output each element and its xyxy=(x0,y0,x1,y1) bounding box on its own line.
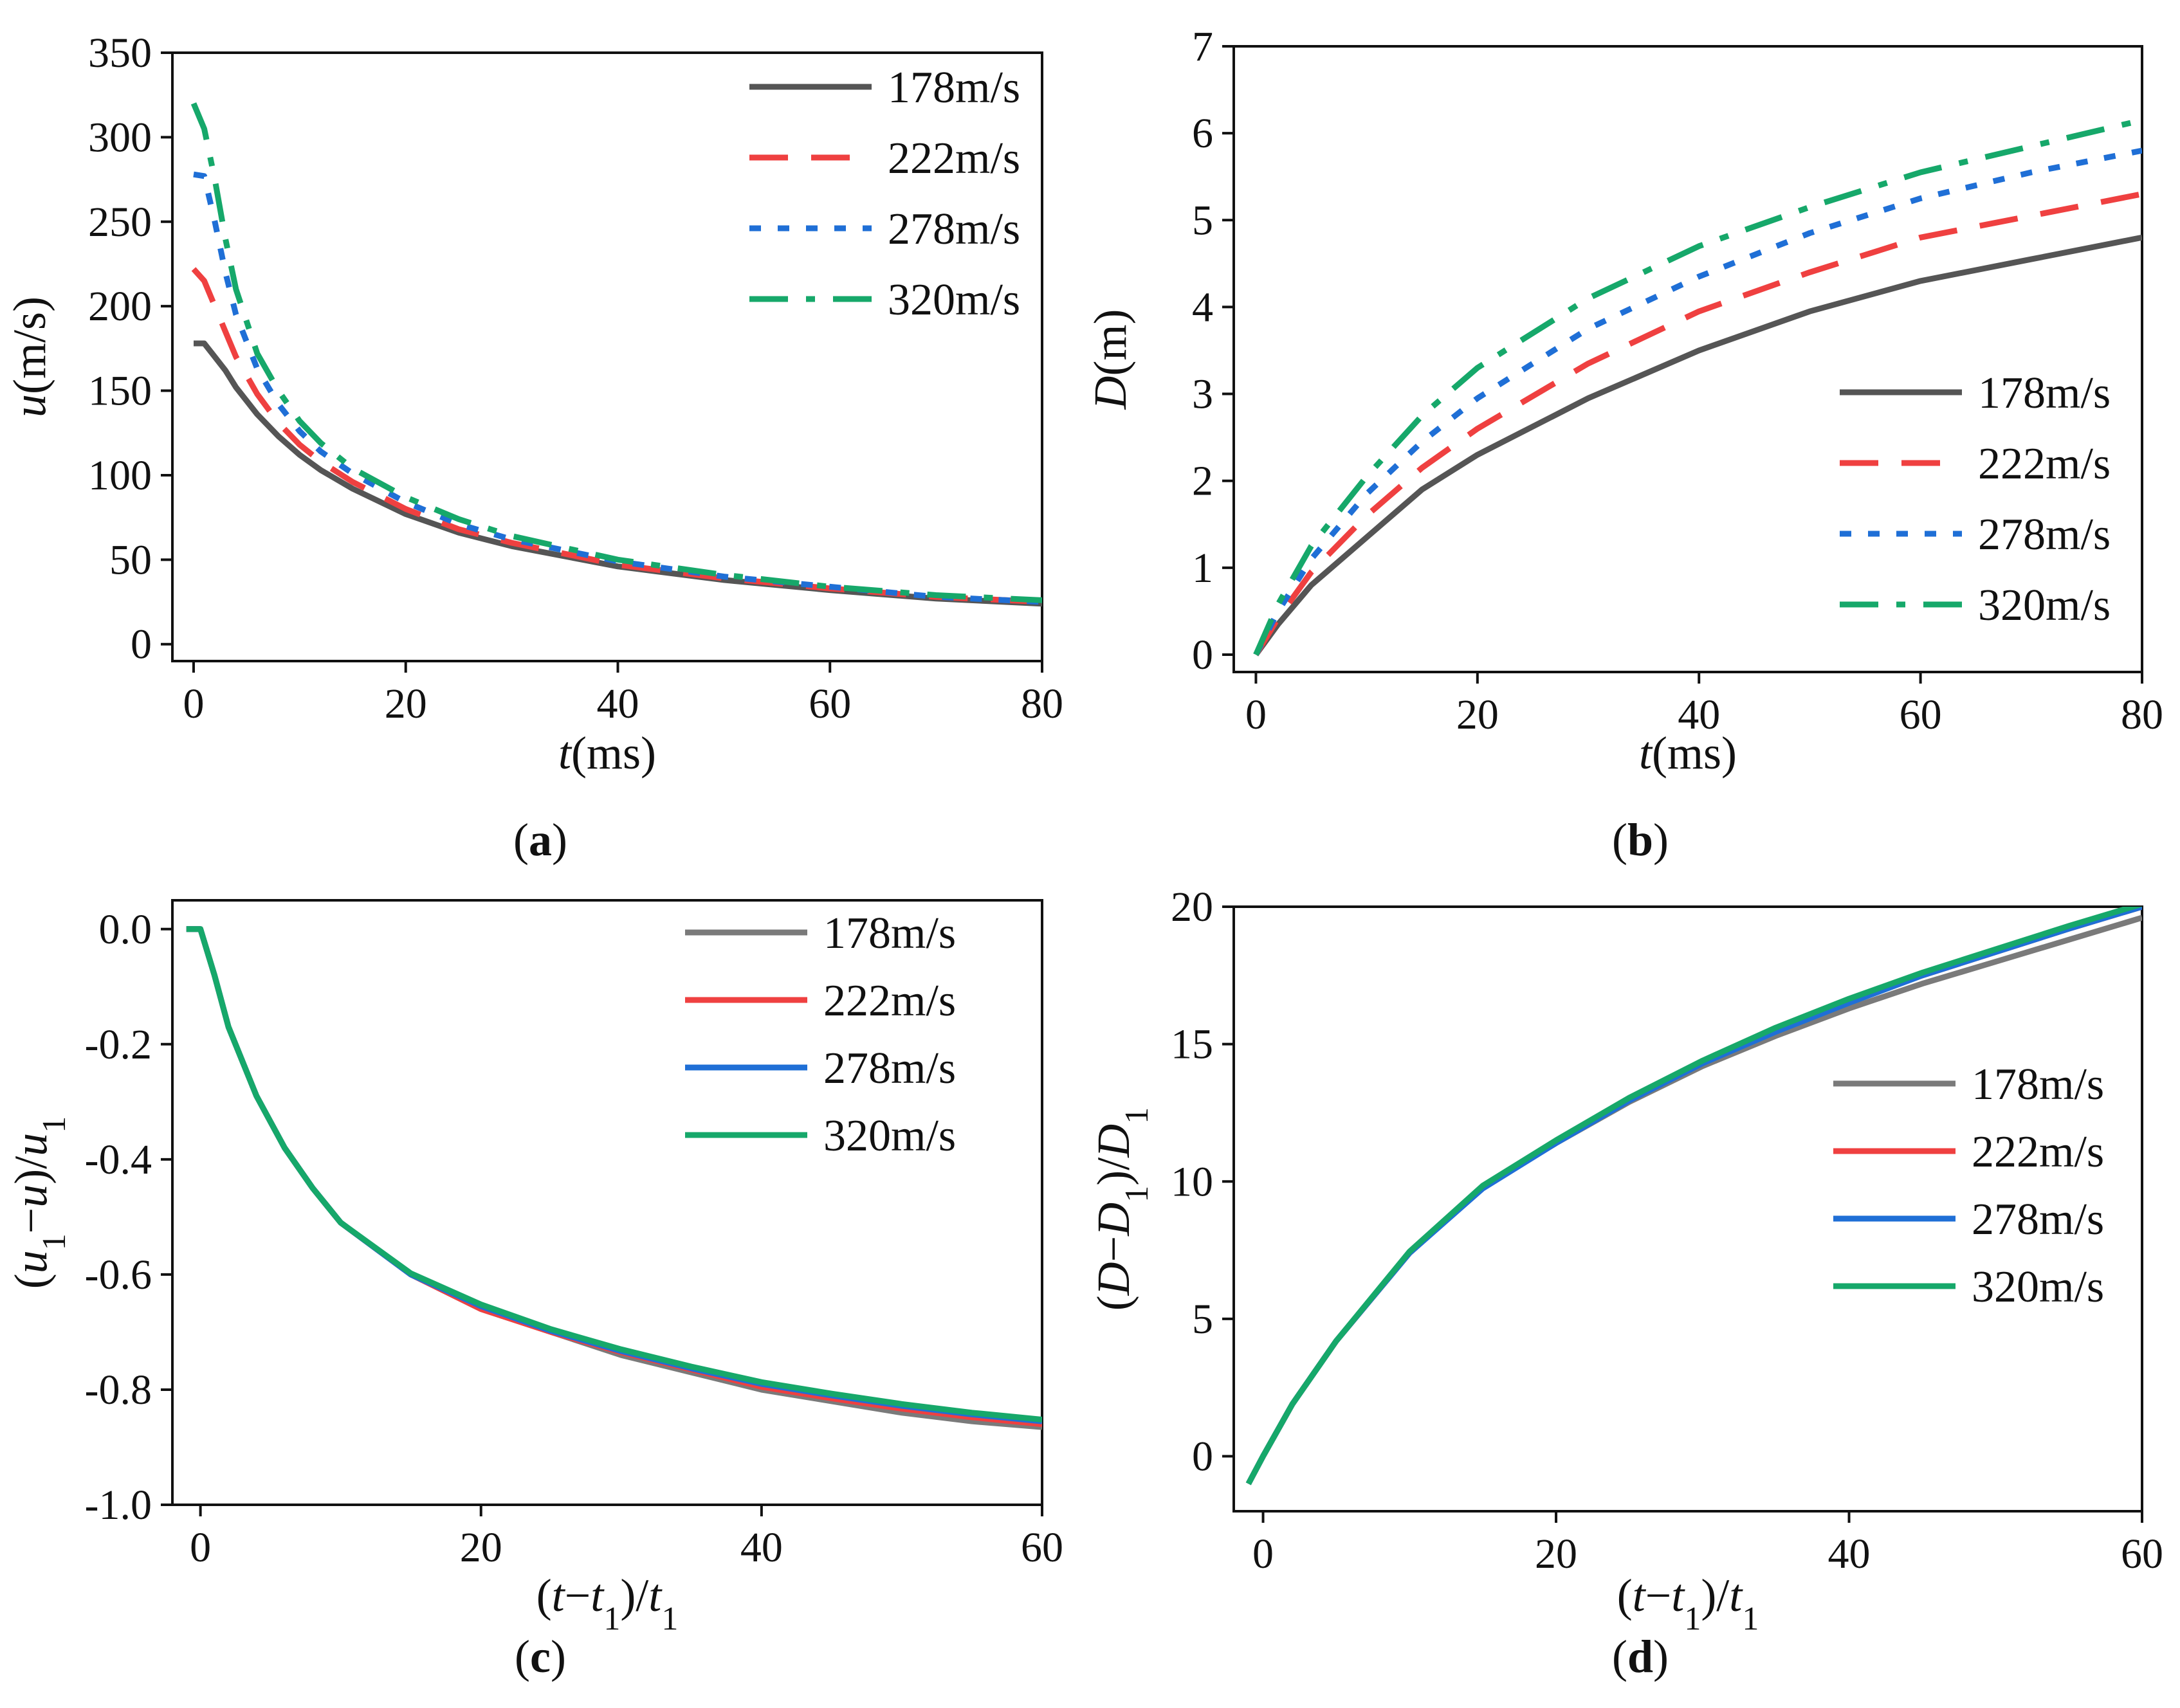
x-tick-label: 60 xyxy=(2121,1531,2163,1577)
legend-label: 222m/s xyxy=(823,976,956,1026)
y-tick-label: 300 xyxy=(88,114,152,161)
y-tick-label: 150 xyxy=(88,368,152,415)
y-tick-label: 0 xyxy=(1192,631,1213,678)
plot-frame xyxy=(1232,45,2143,673)
y-tick-label: 350 xyxy=(88,30,152,77)
y-axis-label: u(m/s) xyxy=(4,296,55,417)
y-tick-label: 6 xyxy=(1192,110,1213,157)
x-tick-label: 0 xyxy=(190,1524,211,1571)
panel-caption: (c) xyxy=(515,1631,566,1682)
series-line-178m-s xyxy=(194,340,1042,607)
y-tick-label: 0.0 xyxy=(99,906,152,953)
series-line-222m-s xyxy=(1253,191,2142,657)
x-tick-label: 60 xyxy=(1900,691,1942,738)
plot-frame xyxy=(171,51,1043,662)
x-tick-label: 20 xyxy=(460,1524,502,1571)
y-tick-label: 5 xyxy=(1192,1296,1213,1343)
legend-label: 178m/s xyxy=(1972,1060,2104,1109)
legend-label: 320m/s xyxy=(1978,581,2111,630)
y-tick-label: 3 xyxy=(1192,371,1213,418)
x-tick-label: 80 xyxy=(1021,680,1063,727)
x-axis-label: t(ms) xyxy=(1639,727,1737,779)
y-axis-label: (u1−u)/u1 xyxy=(5,1116,73,1289)
legend-label: 278m/s xyxy=(1978,510,2111,559)
x-tick-label: 40 xyxy=(1828,1531,1871,1577)
legend-label: 178m/s xyxy=(1978,368,2111,418)
y-tick-label: 15 xyxy=(1171,1021,1213,1068)
y-tick-label: 0 xyxy=(1192,1433,1213,1480)
panel-caption: (b) xyxy=(1612,814,1669,866)
y-tick-label: 5 xyxy=(1192,197,1213,244)
legend-label: 222m/s xyxy=(888,134,1020,183)
y-tick-label: 20 xyxy=(1171,884,1213,931)
y-tick-label: -0.6 xyxy=(85,1251,152,1298)
x-axis-label: t(ms) xyxy=(558,727,656,779)
series-line-320m-s xyxy=(190,102,1042,603)
panel-caption: (d) xyxy=(1612,1631,1669,1682)
chart-panel-d: 0 20 40 60 0 5 10 15 20 (t−t1)/t1 (D−D1)/D1 (d) 178m… xyxy=(1088,884,2163,1682)
chart-panel-a: 0 20 40 60 80 0 50 100 150 200 250 300 350 t(ms) u(m/s… xyxy=(4,30,1063,866)
legend-label: 278m/s xyxy=(823,1044,956,1093)
y-tick-label: 100 xyxy=(88,452,152,499)
y-tick-label: 4 xyxy=(1192,284,1213,331)
y-tick-label: 0 xyxy=(131,621,152,668)
x-tick-label: 0 xyxy=(1252,1531,1274,1577)
y-tick-label: 1 xyxy=(1192,545,1213,592)
y-axis-label: (D−D1)/D1 xyxy=(1088,1107,1155,1311)
legend: 178m/s 222m/s 278m/s 320m/s xyxy=(749,63,1020,325)
y-tick-label: -1.0 xyxy=(85,1482,152,1529)
legend-label: 320m/s xyxy=(1972,1262,2104,1312)
x-tick-label: 20 xyxy=(385,680,427,727)
x-tick-label: 40 xyxy=(596,680,639,727)
legend-label: 222m/s xyxy=(1978,439,2111,489)
legend: 178m/s 222m/s 278m/s 320m/s xyxy=(685,909,956,1161)
x-tick-label: 80 xyxy=(2121,691,2163,738)
y-tick-label: 2 xyxy=(1192,458,1213,505)
legend-label: 178m/s xyxy=(823,909,956,958)
x-tick-label: 0 xyxy=(183,680,204,727)
y-tick-label: 250 xyxy=(88,199,152,246)
x-tick-label: 20 xyxy=(1456,691,1499,738)
plot-frame xyxy=(171,899,1043,1506)
x-tick-label: 40 xyxy=(1678,691,1720,738)
legend-label: 320m/s xyxy=(823,1111,956,1161)
x-tick-label: 40 xyxy=(740,1524,783,1571)
chart-panel-c: 0 20 40 600.0-0.2-0.4-0.6-0.8-1.0(t−t1)/t1(… xyxy=(5,899,1063,1682)
series-line-178m-s xyxy=(1253,234,2142,657)
x-tick-label: 20 xyxy=(1535,1531,1577,1577)
legend-label: 320m/s xyxy=(888,275,1020,325)
series-line-278m-s xyxy=(1253,147,2142,657)
y-tick-label: 200 xyxy=(88,283,152,330)
legend-label: 178m/s xyxy=(888,63,1020,113)
legend-label: 278m/s xyxy=(888,204,1020,254)
series-line-320m-s xyxy=(1253,117,2142,656)
y-tick-label: 7 xyxy=(1192,23,1213,70)
panel-caption: (a) xyxy=(513,814,567,866)
legend: 178m/s 222m/s 278m/s 320m/s xyxy=(1840,368,2111,630)
x-axis-label: (t−t1)/t1 xyxy=(536,1570,679,1637)
y-tick-label: 50 xyxy=(109,536,152,583)
y-tick-label: 10 xyxy=(1171,1158,1213,1205)
y-axis-label: D(m) xyxy=(1085,309,1136,410)
legend-label: 278m/s xyxy=(1972,1195,2104,1244)
y-tick-label: -0.8 xyxy=(85,1367,152,1413)
legend: 178m/s 222m/s 278m/s 320m/s xyxy=(1833,1060,2104,1312)
y-tick-label: -0.2 xyxy=(85,1021,152,1068)
series-line-320m-s xyxy=(1245,907,2142,1485)
y-tick-label: -0.4 xyxy=(85,1136,152,1183)
x-tick-label: 0 xyxy=(1245,691,1267,738)
series-line-222m-s xyxy=(191,267,1042,605)
plot-frame xyxy=(1232,905,2143,1513)
x-tick-label: 60 xyxy=(809,680,851,727)
x-axis-label: (t−t1)/t1 xyxy=(1617,1570,1759,1637)
chart-panel-b: 0 20 40 60 80 0 1 2 3 4 5 6 7 t(ms) D(m) (b) 178m/s 222m/… xyxy=(1085,23,2163,866)
series-line-320m-s xyxy=(186,926,1042,1422)
x-tick-label: 60 xyxy=(1021,1524,1063,1571)
legend-label: 222m/s xyxy=(1972,1127,2104,1177)
